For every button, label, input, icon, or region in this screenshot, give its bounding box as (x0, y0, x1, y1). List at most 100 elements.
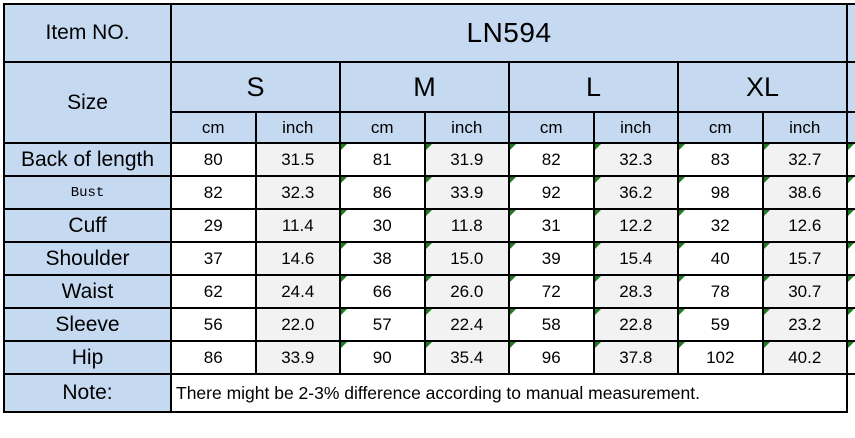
measurement-cell: 31.5 (254, 142, 341, 177)
measurement-cell: 22.8 (592, 307, 679, 342)
unit-header-cm: cm (170, 111, 257, 144)
error-flag-icon (764, 178, 770, 183)
cell-value: 40 (710, 248, 730, 268)
size-col-header-m: M (339, 61, 510, 113)
measurement-cell: 31 (508, 208, 595, 243)
cell-value: 78 (710, 281, 730, 301)
measurement-cell: 40.2 (761, 340, 849, 375)
error-flag-icon (849, 178, 855, 183)
note-label-cell: Note: (3, 373, 172, 413)
cell-value: 90 (372, 347, 392, 367)
measurement-cell: 33.9 (254, 340, 341, 375)
error-flag-icon (849, 310, 855, 315)
unit-header-cm: cm (677, 111, 764, 144)
note-text-cell: There might be 2-3% difference according… (169, 373, 849, 413)
error-flag-icon (595, 145, 601, 150)
cell-value: 57 (372, 314, 392, 334)
cell-value: 32.7 (788, 149, 822, 169)
table-row: Waist 62 24.4 66 26.0 72 28.3 78 30.7 (3, 274, 855, 309)
error-flag-icon (510, 145, 516, 150)
cell-value: 15.0 (450, 248, 484, 268)
row-label: Bust (3, 175, 172, 210)
measurement-cell: 12.6 (761, 208, 849, 243)
error-flag-icon (849, 343, 855, 348)
error-flag-icon (341, 244, 347, 249)
cell-value: 96 (541, 347, 561, 367)
cell-value: 31 (541, 215, 561, 235)
size-chart-table: Item NO. LN594 Size S M L XL cm inch cm … (3, 3, 855, 413)
cell-value: 32.3 (619, 149, 653, 169)
unit-header-cm: cm (339, 111, 426, 144)
row-label: Cuff (3, 208, 172, 243)
measurement-cell: 96 (508, 340, 595, 375)
error-flag-icon (764, 310, 770, 315)
row-label: Waist (3, 274, 172, 309)
error-flag-icon (426, 211, 432, 216)
error-flag-icon (764, 244, 770, 249)
measurement-cell: 32.7 (761, 142, 849, 177)
measurement-cell: 33.9 (423, 175, 510, 210)
error-flag-icon (341, 343, 347, 348)
overflow-cell (846, 274, 855, 309)
overflow-cell (846, 340, 855, 375)
cell-value: 102 (706, 347, 735, 367)
measurement-cell: 38 (339, 241, 426, 276)
row-label: Sleeve (3, 307, 172, 342)
error-flag-icon (849, 244, 855, 249)
measurement-cell: 15.7 (761, 241, 849, 276)
cell-value: 38.6 (788, 182, 822, 202)
unit-header-inch: inch (423, 111, 510, 144)
measurement-cell: 62 (170, 274, 257, 309)
measurement-cell: 92 (508, 175, 595, 210)
measurement-cell: 86 (170, 340, 257, 375)
cell-value: 36.2 (619, 182, 653, 202)
cell-value: 26.0 (450, 281, 484, 301)
measurement-cell: 98 (677, 175, 764, 210)
table-row: Cuff 29 11.4 30 11.8 31 12.2 32 12.6 (3, 208, 855, 243)
measurement-cell: 29 (170, 208, 257, 243)
error-flag-icon (341, 310, 347, 315)
table-row: cm inch cm inch cm inch cm inch (4, 111, 855, 144)
error-flag-icon (679, 343, 685, 348)
error-flag-icon (764, 277, 770, 282)
cell-value: 38 (372, 248, 392, 268)
error-flag-icon (426, 343, 432, 348)
measurement-cell: 30.7 (761, 274, 849, 309)
error-flag-icon (510, 343, 516, 348)
unit-header-inch: inch (254, 111, 341, 144)
measurement-cell: 90 (339, 340, 426, 375)
overflow-header-cell (846, 111, 855, 144)
cell-value: 30 (372, 215, 392, 235)
measurement-cell: 57 (339, 307, 426, 342)
row-label: Hip (3, 340, 172, 375)
size-col-header-s: S (170, 61, 341, 113)
measurement-cell: 28.3 (592, 274, 679, 309)
measurement-cell: 40 (677, 241, 764, 276)
measurement-cell: 15.4 (592, 241, 679, 276)
measurement-cell: 31.9 (423, 142, 510, 177)
unit-header-inch: inch (761, 111, 849, 144)
overflow-cell (846, 241, 855, 276)
error-flag-icon (679, 145, 685, 150)
error-flag-icon (595, 178, 601, 183)
error-flag-icon (679, 178, 685, 183)
cell-value: 22.8 (619, 314, 653, 334)
measurement-cell: 36.2 (592, 175, 679, 210)
measurement-cell: 82 (508, 142, 595, 177)
measurement-cell: 35.4 (423, 340, 510, 375)
error-flag-icon (341, 178, 347, 183)
cell-value: 58 (541, 314, 561, 334)
error-flag-icon (341, 277, 347, 282)
measurement-cell: 14.6 (254, 241, 341, 276)
error-flag-icon (595, 310, 601, 315)
cell-value: 23.2 (788, 314, 822, 334)
cell-value: 40.2 (788, 347, 822, 367)
measurement-cell: 72 (508, 274, 595, 309)
error-flag-icon (595, 277, 601, 282)
table-row: Item NO. LN594 (3, 3, 855, 63)
error-flag-icon (849, 145, 855, 150)
error-flag-icon (510, 211, 516, 216)
measurement-cell: 58 (508, 307, 595, 342)
measurement-cell: 32.3 (254, 175, 341, 210)
measurement-cell: 23.2 (761, 307, 849, 342)
